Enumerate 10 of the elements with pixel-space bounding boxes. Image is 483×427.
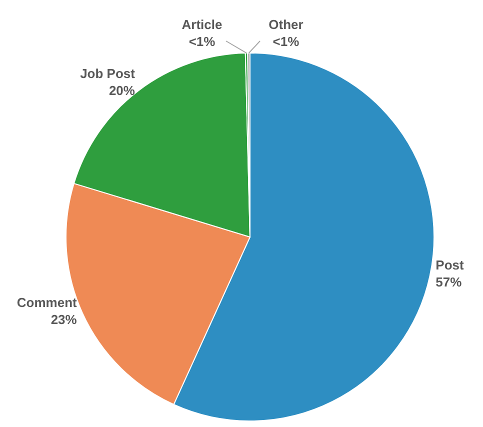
data-label: 57% [436,274,462,290]
data-label: 20% [108,82,136,98]
slice-label: Article [182,17,222,32]
data-label: <1% [188,34,216,49]
slice-label: Comment [16,295,78,310]
slice-label: Other [268,17,304,32]
data-label: 23% [50,312,78,328]
data-label: <1% [272,34,300,49]
slice-label: Post [436,257,465,272]
slice-label: Job Post [80,66,136,81]
